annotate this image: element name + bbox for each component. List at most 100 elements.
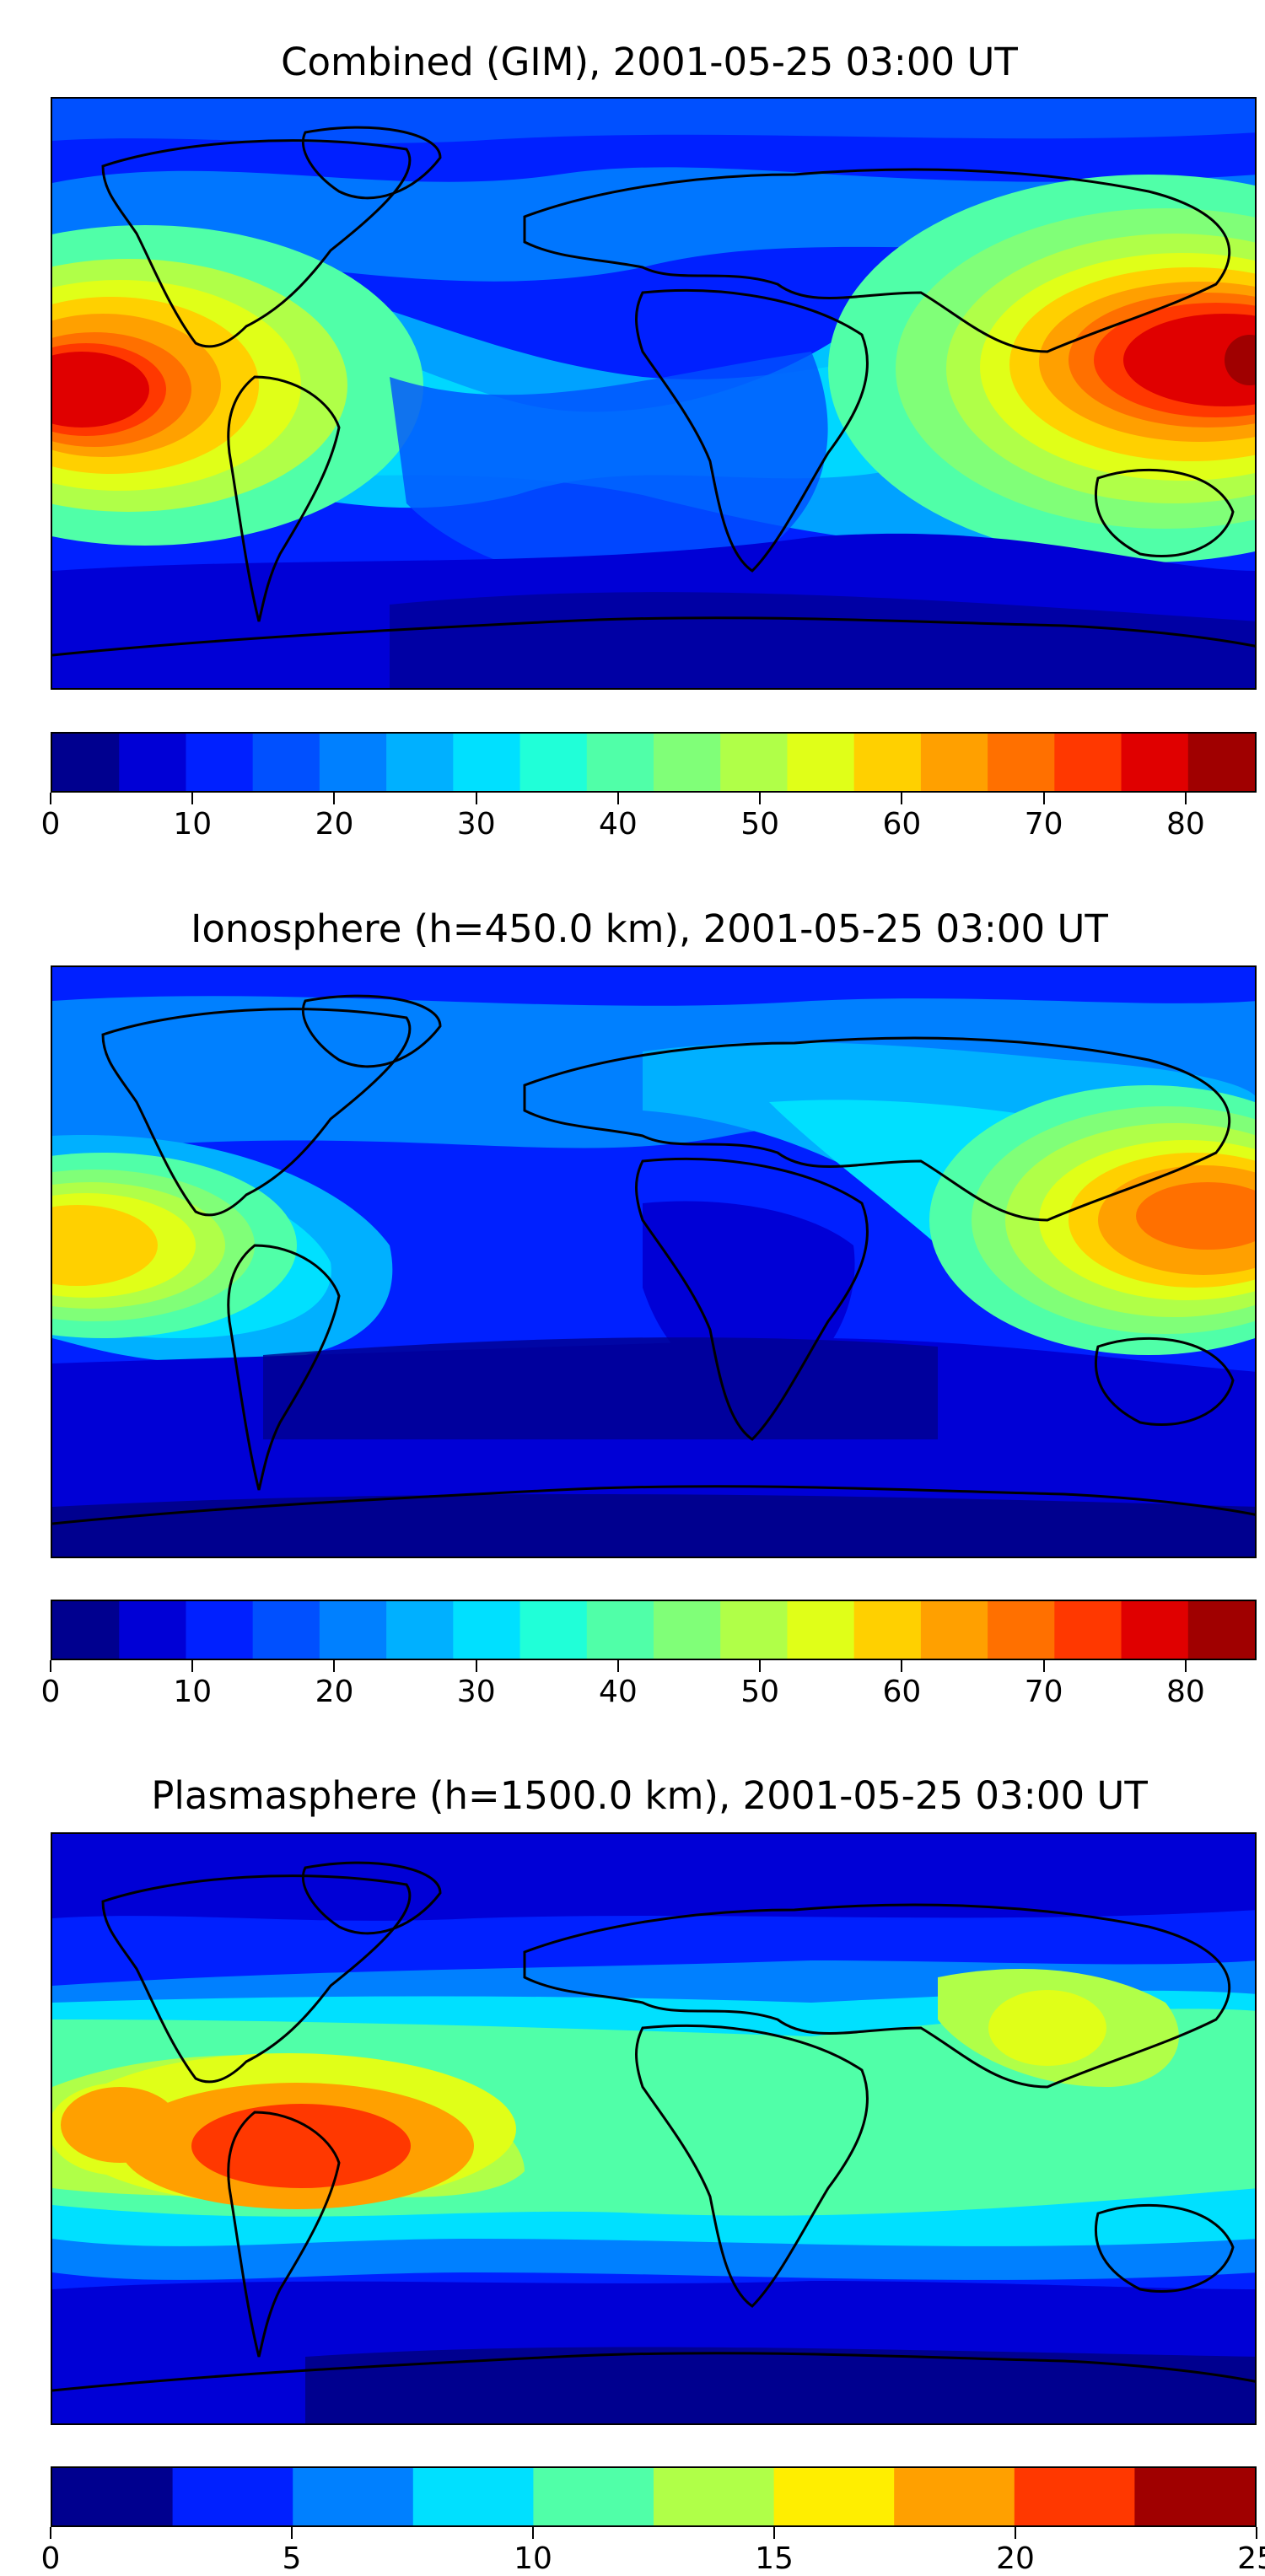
colorbar-tick-label: 0	[40, 2541, 61, 2576]
colorbar-tick-label: 10	[514, 2541, 552, 2576]
p1-contour	[1225, 335, 1255, 385]
colorbar-segment	[453, 734, 521, 791]
colorbar-segment	[853, 734, 922, 791]
colorbar-segment	[186, 1601, 254, 1659]
colorbar-tick-label: 20	[315, 807, 354, 842]
colorbar-tick	[291, 2527, 293, 2539]
p2-coast-greenland	[301, 994, 442, 1068]
colorbar-segment	[1134, 2468, 1255, 2525]
colorbar-segment	[453, 1601, 521, 1659]
colorbar-segment	[519, 1601, 588, 1659]
colorbar-segment	[920, 734, 988, 791]
colorbar-tick-label: 0	[40, 807, 61, 842]
p2-coast-antarctica	[52, 1485, 1255, 1525]
colorbar-segment	[186, 734, 254, 791]
panel-2-title: Ionosphere (h=450.0 km), 2001-05-25 03:0…	[191, 906, 1108, 951]
colorbar-segment	[988, 734, 1056, 791]
colorbar-segment	[988, 1601, 1056, 1659]
p3-contour	[61, 2087, 179, 2163]
colorbar-segment	[894, 2468, 1015, 2525]
colorbar-tick	[759, 1660, 762, 1672]
colorbar-segment	[252, 1601, 320, 1659]
p1-contour	[52, 352, 149, 428]
p3-coast-africa	[635, 2024, 869, 2308]
p2-contour	[52, 1205, 158, 1286]
colorbar-tick	[191, 793, 194, 804]
p2-contour	[263, 1337, 938, 1439]
colorbar-segment	[252, 734, 320, 791]
coastlines	[52, 1861, 1255, 2392]
colorbar-tick-label: 10	[173, 1675, 213, 1709]
p1-contour	[52, 99, 1255, 143]
colorbar-segment	[654, 734, 721, 791]
colorbar-tick-label: 70	[1024, 1675, 1063, 1709]
p1-contour	[390, 352, 828, 584]
p3-coast-australia	[1094, 2203, 1235, 2294]
p1-contour	[390, 592, 1255, 688]
colorbar-segment	[52, 1601, 120, 1659]
p3-contour	[988, 1990, 1106, 2066]
colorbar-segment	[519, 734, 588, 791]
colorbar-tick-label: 0	[40, 1675, 61, 1709]
colorbar-segment	[1121, 734, 1189, 791]
colorbar-segment	[1054, 734, 1122, 791]
panel-1-colorbar-fill	[52, 734, 1255, 791]
p1-coast-antarctica	[52, 616, 1255, 657]
colorbar-tick	[475, 793, 477, 804]
colorbar-segment	[586, 1601, 654, 1659]
colorbar-tick	[50, 1660, 51, 1672]
coastlines	[52, 994, 1255, 1525]
panel-1-title: Combined (GIM), 2001-05-25 03:00 UT	[281, 40, 1018, 84]
panel-2-colorbar	[51, 1600, 1257, 1660]
p2-contour	[1136, 1182, 1255, 1250]
p3-coast-greenland	[301, 1861, 442, 1935]
p3-coast-south-america	[227, 2111, 341, 2358]
colorbar-tick	[773, 2527, 775, 2539]
colorbar-tick	[475, 1660, 477, 1672]
panel-3-field	[52, 1834, 1255, 2423]
colorbar-tick-label: 20	[996, 2541, 1035, 2576]
p1-coast-australia	[1094, 468, 1235, 558]
colorbar-segment	[654, 2468, 775, 2525]
colorbar-segment	[1187, 734, 1255, 791]
panel-2-map	[51, 965, 1257, 1558]
colorbar-segment	[720, 734, 789, 791]
colorbar-tick-label: 80	[1165, 807, 1205, 842]
p3-contour	[191, 2104, 411, 2188]
colorbar-tick-label: 15	[755, 2541, 794, 2576]
colorbar-tick-label: 50	[740, 1675, 780, 1709]
colorbar-tick	[1256, 2527, 1257, 2539]
colorbar-tick-label: 30	[456, 807, 496, 842]
coastlines	[52, 126, 1255, 657]
colorbar-tick	[333, 793, 336, 804]
colorbar-tick-label: 40	[599, 807, 638, 842]
colorbar-tick	[50, 793, 51, 804]
colorbar-segment	[52, 2468, 174, 2525]
panel-3-map	[51, 1832, 1257, 2425]
colorbar-segment	[119, 734, 187, 791]
colorbar-segment	[586, 734, 654, 791]
p1-contour	[1123, 314, 1255, 406]
p3-coast-antarctica	[52, 2352, 1255, 2392]
colorbar-tick	[1184, 1660, 1187, 1672]
colorbar-segment	[386, 734, 455, 791]
colorbar-segment	[1014, 2468, 1136, 2525]
colorbar-tick	[50, 2527, 51, 2539]
p2-coast-north-america	[101, 1008, 412, 1217]
p2-coast-australia	[1094, 1336, 1235, 1427]
p2-coast-south-america	[227, 1244, 341, 1491]
colorbar-tick	[1015, 2527, 1016, 2539]
colorbar-tick-label: 25	[1237, 2541, 1265, 2576]
colorbar-segment	[319, 1601, 387, 1659]
panel-3-colorbar-fill	[52, 2468, 1255, 2525]
panel-3-colorbar	[51, 2466, 1257, 2527]
colorbar-tick	[901, 793, 903, 804]
colorbar-segment	[1187, 1601, 1255, 1659]
panel-1-field	[52, 99, 1255, 688]
colorbar-segment	[533, 2468, 654, 2525]
colorbar-segment	[386, 1601, 455, 1659]
colorbar-tick	[532, 2527, 534, 2539]
p2-contour	[52, 1494, 1255, 1557]
panel-1-colorbar	[51, 732, 1257, 793]
colorbar-segment	[1121, 1601, 1189, 1659]
